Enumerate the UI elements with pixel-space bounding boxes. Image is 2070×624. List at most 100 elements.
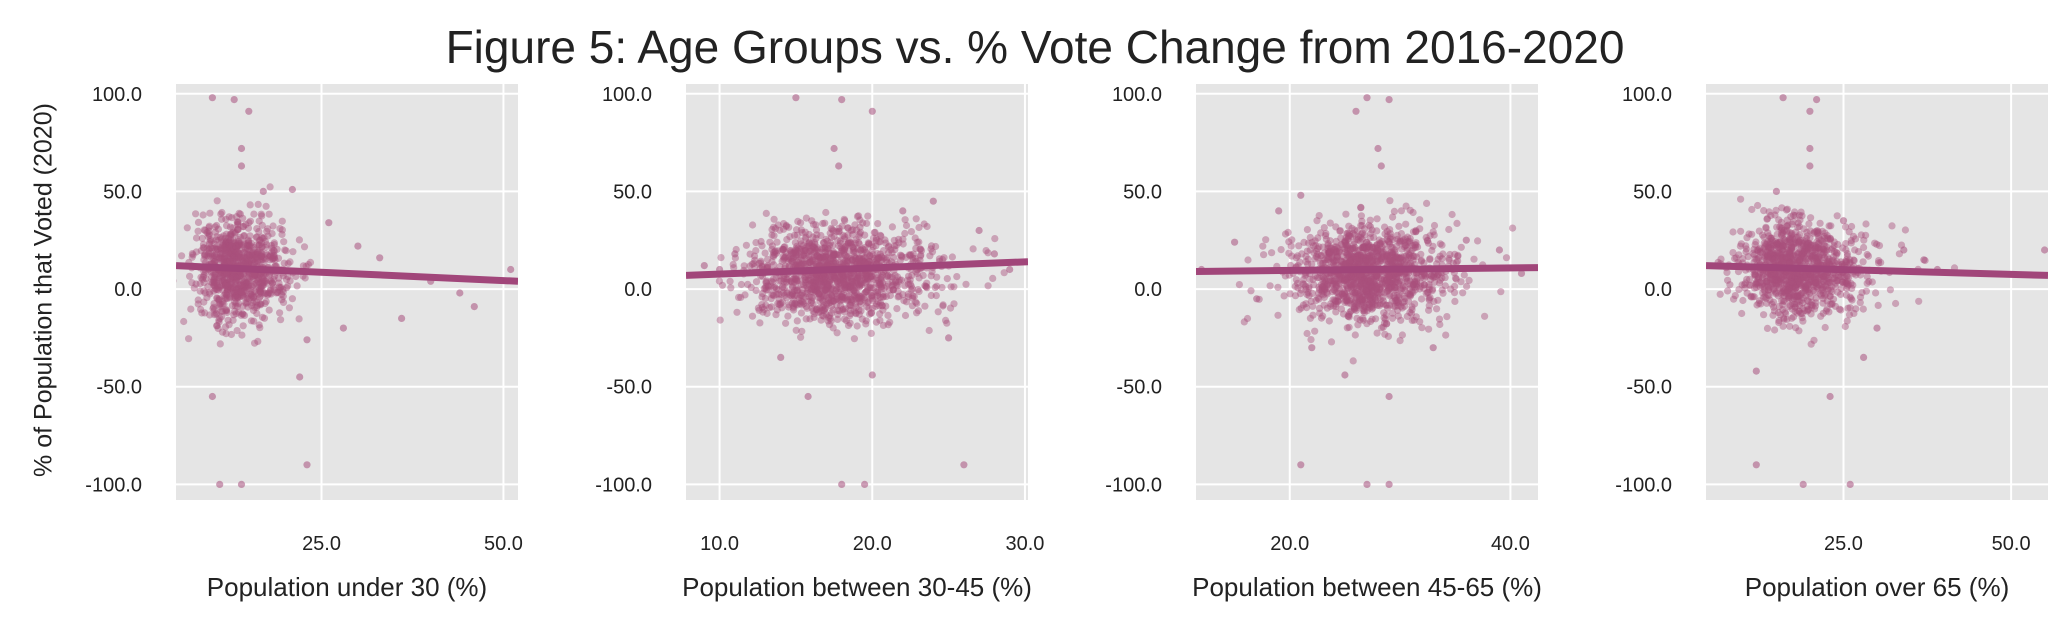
data-point xyxy=(856,259,864,267)
data-point xyxy=(1391,303,1399,311)
data-point xyxy=(228,258,237,266)
data-point xyxy=(1332,243,1340,251)
data-point xyxy=(1395,238,1403,247)
data-point xyxy=(1761,288,1769,296)
data-point xyxy=(913,309,921,317)
data-point xyxy=(1326,243,1334,251)
data-point xyxy=(1408,283,1417,291)
data-point xyxy=(830,297,838,305)
data-point xyxy=(749,221,757,229)
data-point xyxy=(1789,218,1797,226)
plot-background xyxy=(1196,84,1538,500)
data-point xyxy=(1333,288,1341,296)
data-point xyxy=(1731,254,1739,263)
y-tick-label: 100.0 xyxy=(602,84,652,106)
data-point xyxy=(219,255,227,263)
data-point xyxy=(850,271,858,279)
data-point xyxy=(751,263,759,271)
data-point xyxy=(807,288,815,296)
data-point xyxy=(1843,271,1851,279)
data-point xyxy=(205,223,213,232)
data-point xyxy=(876,281,885,289)
data-point xyxy=(1788,274,1796,282)
data-point xyxy=(1767,272,1776,280)
data-point xyxy=(1758,249,1766,257)
data-point xyxy=(226,249,234,257)
data-point xyxy=(1373,257,1381,265)
data-point xyxy=(814,285,822,293)
data-point xyxy=(236,272,245,280)
data-point xyxy=(1786,284,1794,292)
data-point xyxy=(1363,290,1371,298)
data-point xyxy=(912,298,920,306)
data-point xyxy=(1363,307,1371,315)
data-point xyxy=(862,275,870,283)
data-point xyxy=(1769,255,1777,263)
data-point xyxy=(1343,275,1351,284)
data-point xyxy=(1367,283,1375,291)
data-point xyxy=(1274,283,1282,291)
data-point xyxy=(895,239,903,247)
data-point xyxy=(1339,253,1347,261)
data-point xyxy=(260,272,268,280)
data-point xyxy=(876,293,884,302)
data-point xyxy=(832,285,841,293)
data-point xyxy=(232,276,241,284)
data-point xyxy=(815,273,823,281)
data-point xyxy=(234,235,242,244)
data-point xyxy=(1314,245,1322,253)
data-point xyxy=(850,335,859,343)
data-point xyxy=(717,254,725,262)
data-point xyxy=(1307,297,1315,305)
data-point xyxy=(1367,275,1375,283)
y-tick-label: 0.0 xyxy=(1134,279,1162,301)
data-point xyxy=(1807,241,1815,249)
data-point xyxy=(233,284,241,293)
data-point xyxy=(805,293,813,301)
data-point xyxy=(235,254,243,262)
data-point xyxy=(1373,241,1381,249)
data-point xyxy=(1382,301,1390,309)
data-point xyxy=(1768,300,1776,308)
data-point xyxy=(1422,272,1430,280)
data-point xyxy=(1791,212,1799,220)
data-point xyxy=(1807,253,1815,261)
data-point xyxy=(1356,288,1365,296)
data-point xyxy=(1804,281,1812,289)
data-point xyxy=(1782,255,1790,263)
data-point xyxy=(1785,303,1793,311)
data-point xyxy=(806,256,814,264)
data-point xyxy=(782,319,790,327)
data-point xyxy=(864,275,872,283)
data-point xyxy=(1376,284,1384,292)
data-point xyxy=(1341,290,1349,298)
data-point xyxy=(1308,344,1316,352)
data-point xyxy=(1769,251,1777,259)
data-point xyxy=(1821,229,1829,237)
data-point xyxy=(846,319,854,327)
data-point xyxy=(1418,272,1426,280)
data-point xyxy=(1326,219,1334,227)
data-point xyxy=(225,294,234,302)
data-point xyxy=(1373,215,1381,223)
data-point xyxy=(866,310,874,318)
data-point xyxy=(1843,259,1851,267)
data-point xyxy=(1370,233,1378,241)
data-point xyxy=(1778,241,1786,249)
data-point xyxy=(1335,248,1343,256)
data-point xyxy=(1385,272,1393,280)
data-point xyxy=(982,247,990,255)
data-point xyxy=(1006,265,1014,274)
data-point xyxy=(1823,271,1831,279)
data-point xyxy=(1398,284,1407,292)
data-point xyxy=(231,273,239,281)
data-point xyxy=(1804,287,1812,296)
data-point xyxy=(865,257,873,265)
data-point xyxy=(1338,290,1346,298)
data-point xyxy=(799,241,808,249)
data-point xyxy=(249,272,257,280)
data-point xyxy=(1330,296,1339,304)
data-point xyxy=(210,311,218,319)
data-point xyxy=(931,283,939,292)
data-point xyxy=(830,249,838,257)
